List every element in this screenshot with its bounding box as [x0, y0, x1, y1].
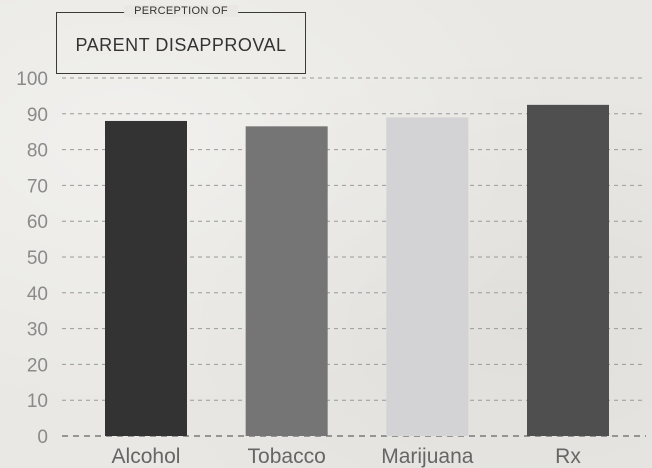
bars: [105, 104, 609, 437]
y-tick-label: 50: [27, 248, 48, 269]
y-axis-ticks: 0 10 20 30 40 50 60 70 80 90 100: [16, 69, 48, 448]
x-tick-label: Tobacco: [248, 445, 326, 468]
chart-subtitle: PERCEPTION OF: [124, 5, 238, 17]
y-tick-label: 90: [27, 105, 48, 126]
x-tick-label: Marijuana: [381, 445, 474, 468]
y-tick-label: 0: [37, 427, 48, 448]
y-tick-label: 80: [27, 141, 48, 162]
title-box: PERCEPTION OF PARENT DISAPPROVAL: [56, 5, 306, 74]
x-axis-labels: Alcohol Tobacco Marijuana Rx: [112, 445, 582, 468]
y-tick-label: 20: [27, 355, 48, 376]
y-tick-label: 60: [27, 212, 48, 233]
bar-marijuana: [386, 117, 469, 436]
y-tick-label: 100: [16, 69, 48, 90]
y-tick-label: 70: [27, 176, 48, 197]
y-tick-label: 40: [27, 284, 48, 305]
x-tick-label: Rx: [555, 445, 581, 468]
y-tick-label: 10: [27, 391, 48, 412]
bar-alcohol: [105, 120, 187, 437]
chart-title: PARENT DISAPPROVAL: [75, 35, 287, 55]
x-tick-label: Alcohol: [112, 445, 181, 468]
bar-rx: [527, 104, 609, 436]
bar-tobacco: [245, 126, 328, 436]
y-tick-label: 30: [27, 320, 48, 341]
